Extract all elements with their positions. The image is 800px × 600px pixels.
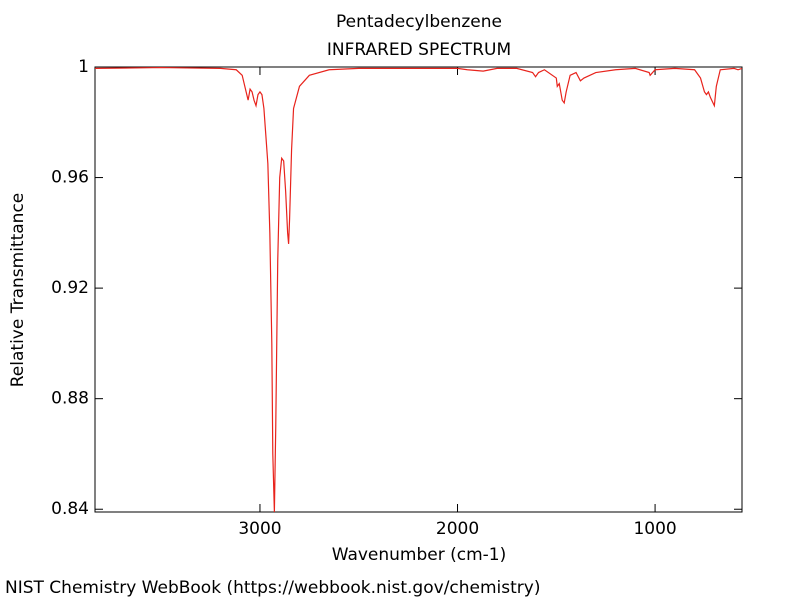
y-tick-label: 1	[78, 57, 89, 77]
x-tick-label: 2000	[436, 519, 479, 539]
plot-frame	[94, 66, 743, 513]
y-tick-label: 0.92	[51, 278, 89, 298]
source-note: NIST Chemistry WebBook (https://webbook.…	[5, 578, 540, 598]
y-tick-label: 0.96	[51, 168, 89, 188]
x-axis-label: Wavenumber (cm-1)	[332, 545, 507, 565]
x-tick-label: 1000	[633, 519, 676, 539]
chart-title: Pentadecylbenzene	[336, 12, 502, 32]
y-axis-label: Relative Transmittance	[8, 193, 28, 388]
x-tick-label: 3000	[238, 519, 281, 539]
chart-subtitle: INFRARED SPECTRUM	[327, 40, 511, 60]
y-tick-label: 0.84	[51, 499, 89, 519]
spectrum-line	[94, 66, 743, 513]
y-tick-label: 0.88	[51, 389, 89, 409]
